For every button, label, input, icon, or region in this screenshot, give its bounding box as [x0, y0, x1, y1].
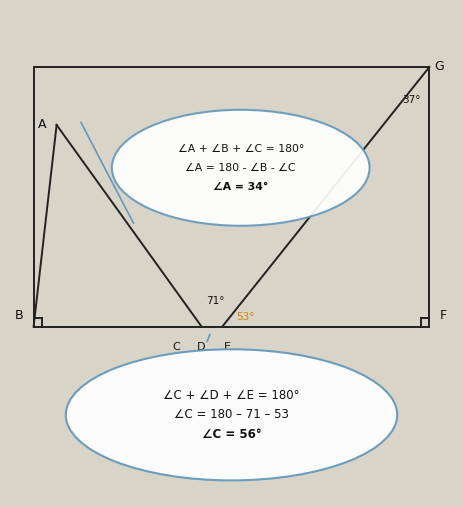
Ellipse shape: [112, 110, 369, 226]
Text: A: A: [38, 119, 46, 131]
Text: B: B: [15, 309, 24, 321]
Text: E: E: [224, 342, 231, 352]
Text: ∠A = 180 - ∠B - ∠C: ∠A = 180 - ∠B - ∠C: [186, 163, 296, 173]
Text: ∠C = 180 – 71 – 53: ∠C = 180 – 71 – 53: [174, 408, 289, 421]
Text: 71°: 71°: [206, 297, 225, 306]
Text: 53°: 53°: [236, 312, 255, 321]
Text: ∠C + ∠D + ∠E = 180°: ∠C + ∠D + ∠E = 180°: [163, 389, 300, 402]
Text: G: G: [434, 60, 444, 74]
Bar: [34, 67, 429, 327]
Ellipse shape: [66, 349, 397, 481]
Text: D: D: [197, 342, 206, 352]
Text: F: F: [439, 309, 447, 321]
Text: C: C: [172, 342, 180, 352]
Text: ∠C = 56°: ∠C = 56°: [202, 427, 261, 441]
Text: ∠A = 34°: ∠A = 34°: [213, 182, 269, 192]
Text: 37°: 37°: [402, 95, 420, 104]
Text: ∠A + ∠B + ∠C = 180°: ∠A + ∠B + ∠C = 180°: [177, 143, 304, 154]
